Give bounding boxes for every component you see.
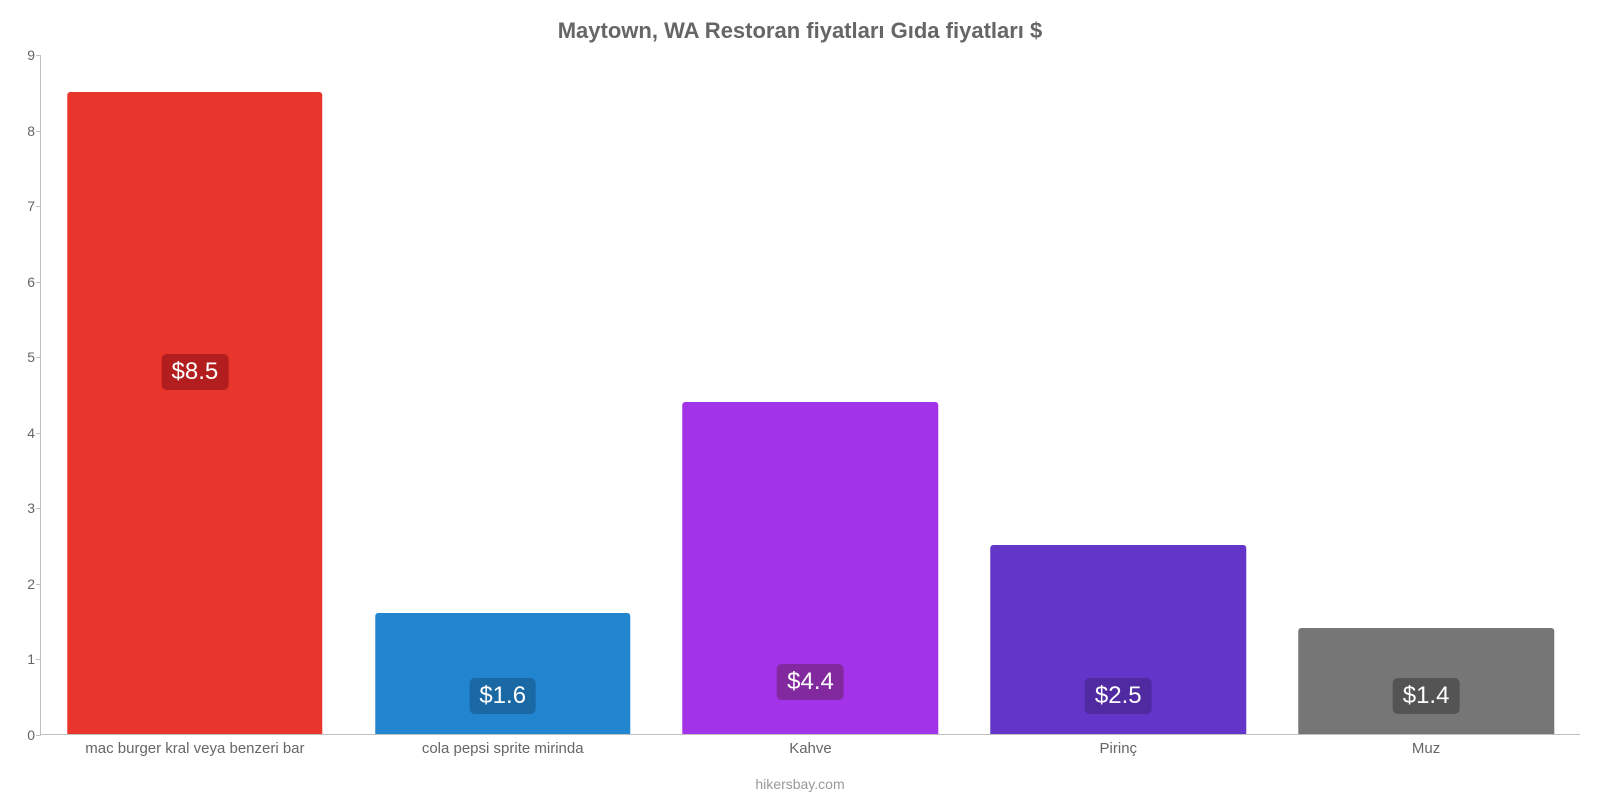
y-tick-label: 3	[27, 500, 41, 516]
y-tick-label: 4	[27, 425, 41, 441]
bar-slot: $4.4Kahve	[657, 55, 965, 734]
bar	[375, 613, 630, 734]
bar	[67, 92, 322, 734]
bar-slot: $8.5mac burger kral veya benzeri bar	[41, 55, 349, 734]
value-badge: $8.5	[162, 354, 229, 390]
y-tick-label: 6	[27, 274, 41, 290]
plot-area: $8.5mac burger kral veya benzeri bar$1.6…	[40, 55, 1580, 735]
y-tick-label: 0	[27, 727, 41, 743]
x-axis-label: Muz	[1412, 734, 1440, 757]
value-badge: $1.6	[469, 678, 536, 714]
bar-slot: $1.4Muz	[1272, 55, 1580, 734]
value-badge: $4.4	[777, 664, 844, 700]
x-axis-label: Kahve	[789, 734, 832, 757]
bar-slot: $2.5Pirinç	[964, 55, 1272, 734]
x-axis-label: mac burger kral veya benzeri bar	[85, 734, 304, 757]
bar-slot: $1.6cola pepsi sprite mirinda	[349, 55, 657, 734]
bars-row: $8.5mac burger kral veya benzeri bar$1.6…	[41, 55, 1580, 734]
y-tick-label: 2	[27, 576, 41, 592]
x-axis-label: Pirinç	[1100, 734, 1138, 757]
value-badge: $1.4	[1393, 678, 1460, 714]
chart-title: Maytown, WA Restoran fiyatları Gıda fiya…	[0, 18, 1600, 44]
y-tick-label: 9	[27, 47, 41, 63]
y-tick-label: 5	[27, 349, 41, 365]
y-tick-label: 8	[27, 123, 41, 139]
y-tick-label: 1	[27, 651, 41, 667]
x-axis-label: cola pepsi sprite mirinda	[422, 734, 584, 757]
credit-text: hikersbay.com	[0, 776, 1600, 792]
y-tick-label: 7	[27, 198, 41, 214]
value-badge: $2.5	[1085, 678, 1152, 714]
price-chart: Maytown, WA Restoran fiyatları Gıda fiya…	[0, 0, 1600, 800]
